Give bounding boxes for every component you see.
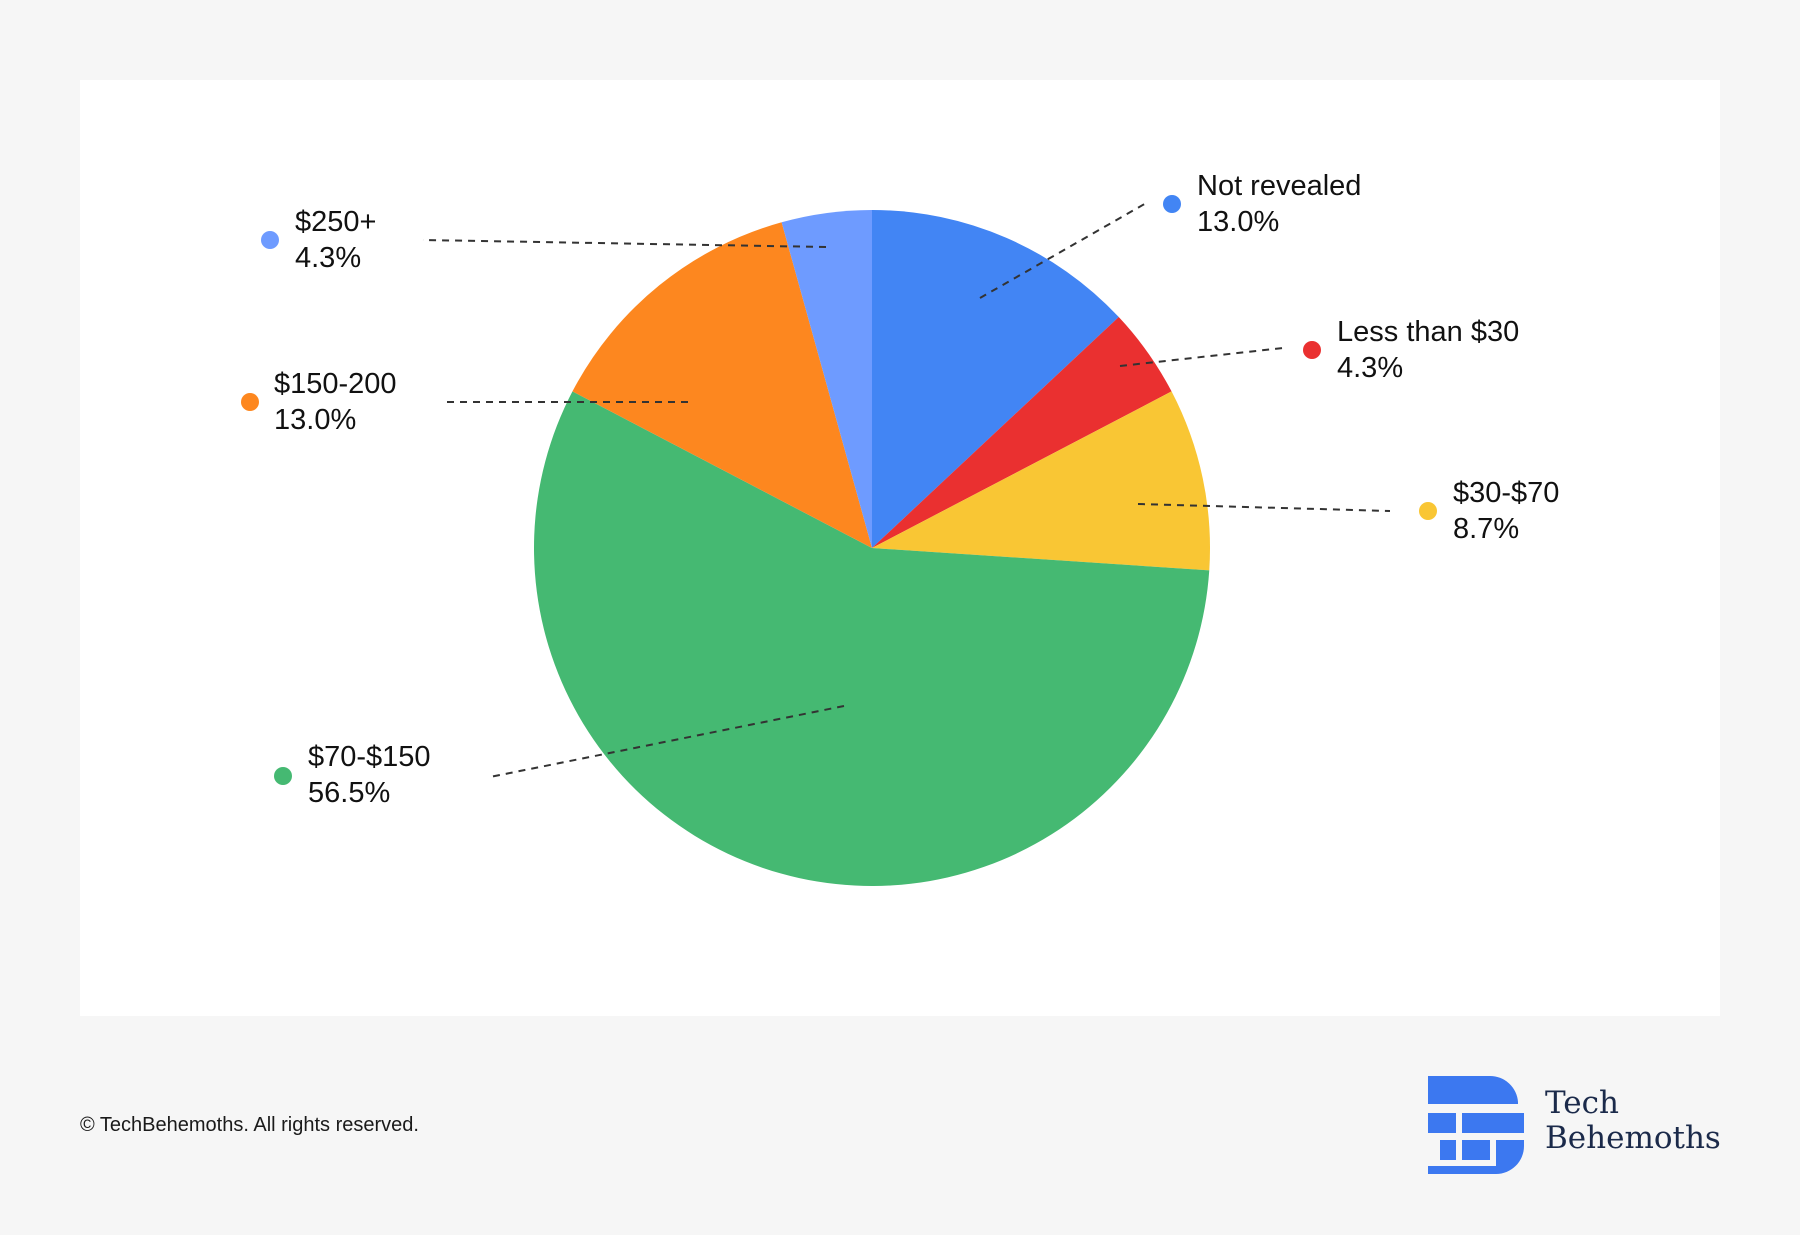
slice-value-label: 13.0% <box>274 404 356 436</box>
leader-line <box>979 201 1149 299</box>
slice-name-label: Not revealed <box>1197 170 1361 202</box>
pie-chart: Not revealed 13.0% Less than $30 4.3% $30-$7… <box>241 170 1559 886</box>
pie-slice-less-than-30 <box>872 317 1172 548</box>
brand-line1: Tech <box>1545 1085 1619 1121</box>
slice-value-label: 13.0% <box>1197 206 1279 238</box>
slice-value-label: 8.7% <box>1453 513 1519 545</box>
legend-dot <box>1303 341 1321 359</box>
slice-name-label: $250+ <box>295 206 376 238</box>
legend-dot <box>274 767 292 785</box>
pie-slice-not-revealed <box>872 210 1119 548</box>
pie-slice-150-200 <box>572 222 872 548</box>
slice-name-label: $150-200 <box>274 368 397 400</box>
leader-line <box>422 239 827 248</box>
leader-line <box>1119 347 1284 367</box>
leader-line <box>1137 503 1391 512</box>
slice-name-label: $30-$70 <box>1453 477 1559 509</box>
legend-dot <box>1163 195 1181 213</box>
pie-slice-250 <box>781 210 872 548</box>
footer-copyright: © TechBehemoths. All rights reserved. <box>80 1114 419 1136</box>
leader-line <box>489 705 845 778</box>
slice-name-label: $70-$150 <box>308 741 431 773</box>
slice-value-label: 4.3% <box>295 242 361 274</box>
brand-name: Tech Behemoths <box>1545 1086 1721 1156</box>
tb-logo-icon <box>1428 1076 1524 1174</box>
legend-dot <box>261 231 279 249</box>
slice-value-label: 4.3% <box>1337 352 1403 384</box>
slice-name-label: Less than $30 <box>1337 316 1519 348</box>
legend-dot <box>1419 502 1437 520</box>
pie-slice-30-70 <box>872 391 1210 571</box>
brand-line2: Behemoths <box>1545 1120 1721 1156</box>
legend-dot <box>241 393 259 411</box>
pie-slice-70-150 <box>534 391 1210 886</box>
slice-value-label: 56.5% <box>308 777 390 809</box>
chart-card: Not revealed 13.0% Less than $30 4.3% $30-$7… <box>80 80 1720 1016</box>
